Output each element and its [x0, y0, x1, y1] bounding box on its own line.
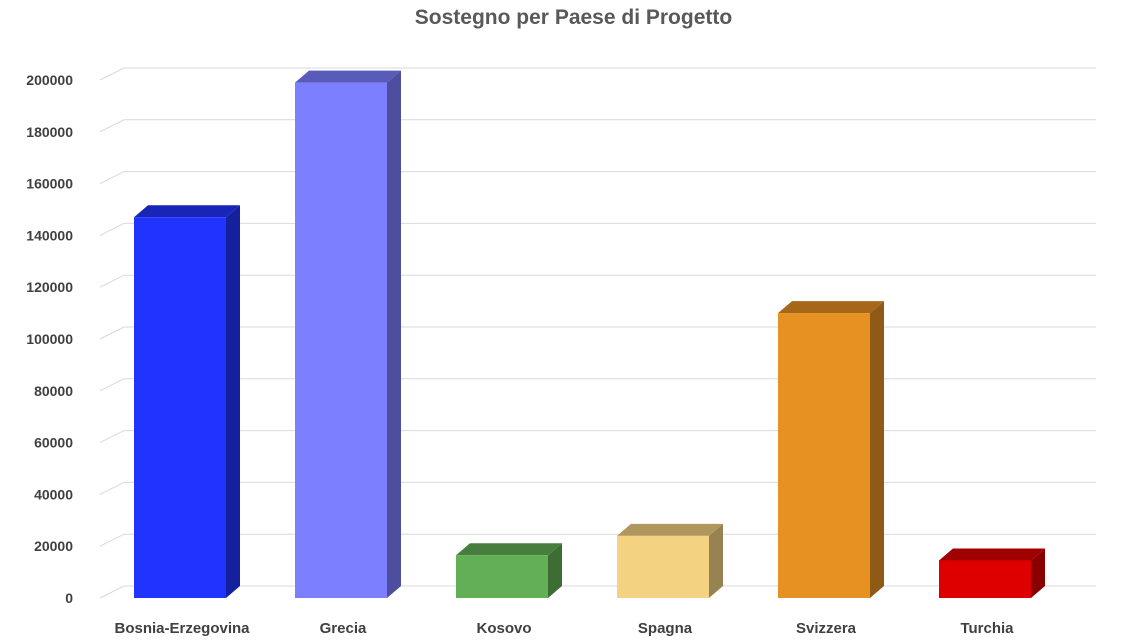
gridline — [99, 481, 1096, 495]
y-tick-label: 80000 — [34, 383, 73, 399]
y-tick-label: 20000 — [34, 538, 73, 554]
y-tick-label: 60000 — [34, 435, 73, 451]
x-tick-label: Spagna — [638, 620, 693, 637]
y-tick-label: 180000 — [26, 124, 73, 140]
y-tick-label: 200000 — [26, 72, 73, 88]
bar-side — [387, 70, 401, 599]
y-tick-label: 100000 — [26, 331, 73, 347]
bar-front — [939, 560, 1031, 598]
gridline — [99, 585, 1096, 599]
bar-top — [617, 523, 723, 536]
bar-turchia — [939, 548, 1045, 598]
y-tick-label: 0 — [65, 590, 73, 606]
y-tick-label: 120000 — [26, 279, 73, 295]
y-axis-ticks: 0 20000 40000 60000 80000 100000 120000 140000 1… — [26, 72, 73, 606]
gridline — [99, 533, 1096, 547]
gridline — [99, 430, 1096, 444]
gridline — [99, 274, 1096, 288]
bar-spagna — [617, 523, 723, 598]
x-tick-label: Svizzera — [796, 620, 857, 637]
y-tick-label: 160000 — [26, 176, 73, 192]
bar-grecia — [295, 70, 401, 599]
bar-side — [226, 205, 240, 598]
x-tick-label: Bosnia-Erzegovina — [114, 620, 250, 637]
bar-side — [1031, 548, 1045, 598]
bar-svizzera — [778, 301, 884, 598]
bars — [134, 70, 1045, 599]
chart-title: Sostegno per Paese di Progetto — [414, 6, 733, 29]
bar-top — [456, 543, 562, 556]
x-tick-label: Grecia — [320, 620, 367, 637]
bar-top — [134, 205, 240, 218]
x-tick-label: Kosovo — [476, 620, 531, 637]
gridline — [99, 171, 1096, 185]
x-axis-ticks: Bosnia-Erzegovina Grecia Kosovo Spagna Svizz… — [114, 620, 1014, 637]
bar-front — [778, 313, 870, 598]
gridlines — [99, 67, 1096, 599]
y-tick-label: 140000 — [26, 227, 73, 243]
gridline — [99, 326, 1096, 340]
gridline — [99, 222, 1096, 236]
bar-side — [870, 301, 884, 598]
bar-side — [709, 523, 723, 598]
bar-kosovo — [456, 543, 562, 598]
gridline — [99, 119, 1096, 133]
bar-top — [778, 301, 884, 314]
bar-front — [295, 82, 387, 599]
bar-bosnia-erzegovina — [134, 205, 240, 598]
y-tick-label: 40000 — [34, 486, 73, 502]
gridline — [99, 67, 1096, 81]
bar-top — [295, 70, 401, 83]
bar-side — [548, 543, 562, 598]
bar-front — [617, 535, 709, 598]
bar-front — [456, 555, 548, 598]
gridline — [99, 378, 1096, 392]
bar-front — [134, 217, 226, 598]
x-tick-label: Turchia — [960, 620, 1014, 637]
bar-top — [939, 548, 1045, 561]
